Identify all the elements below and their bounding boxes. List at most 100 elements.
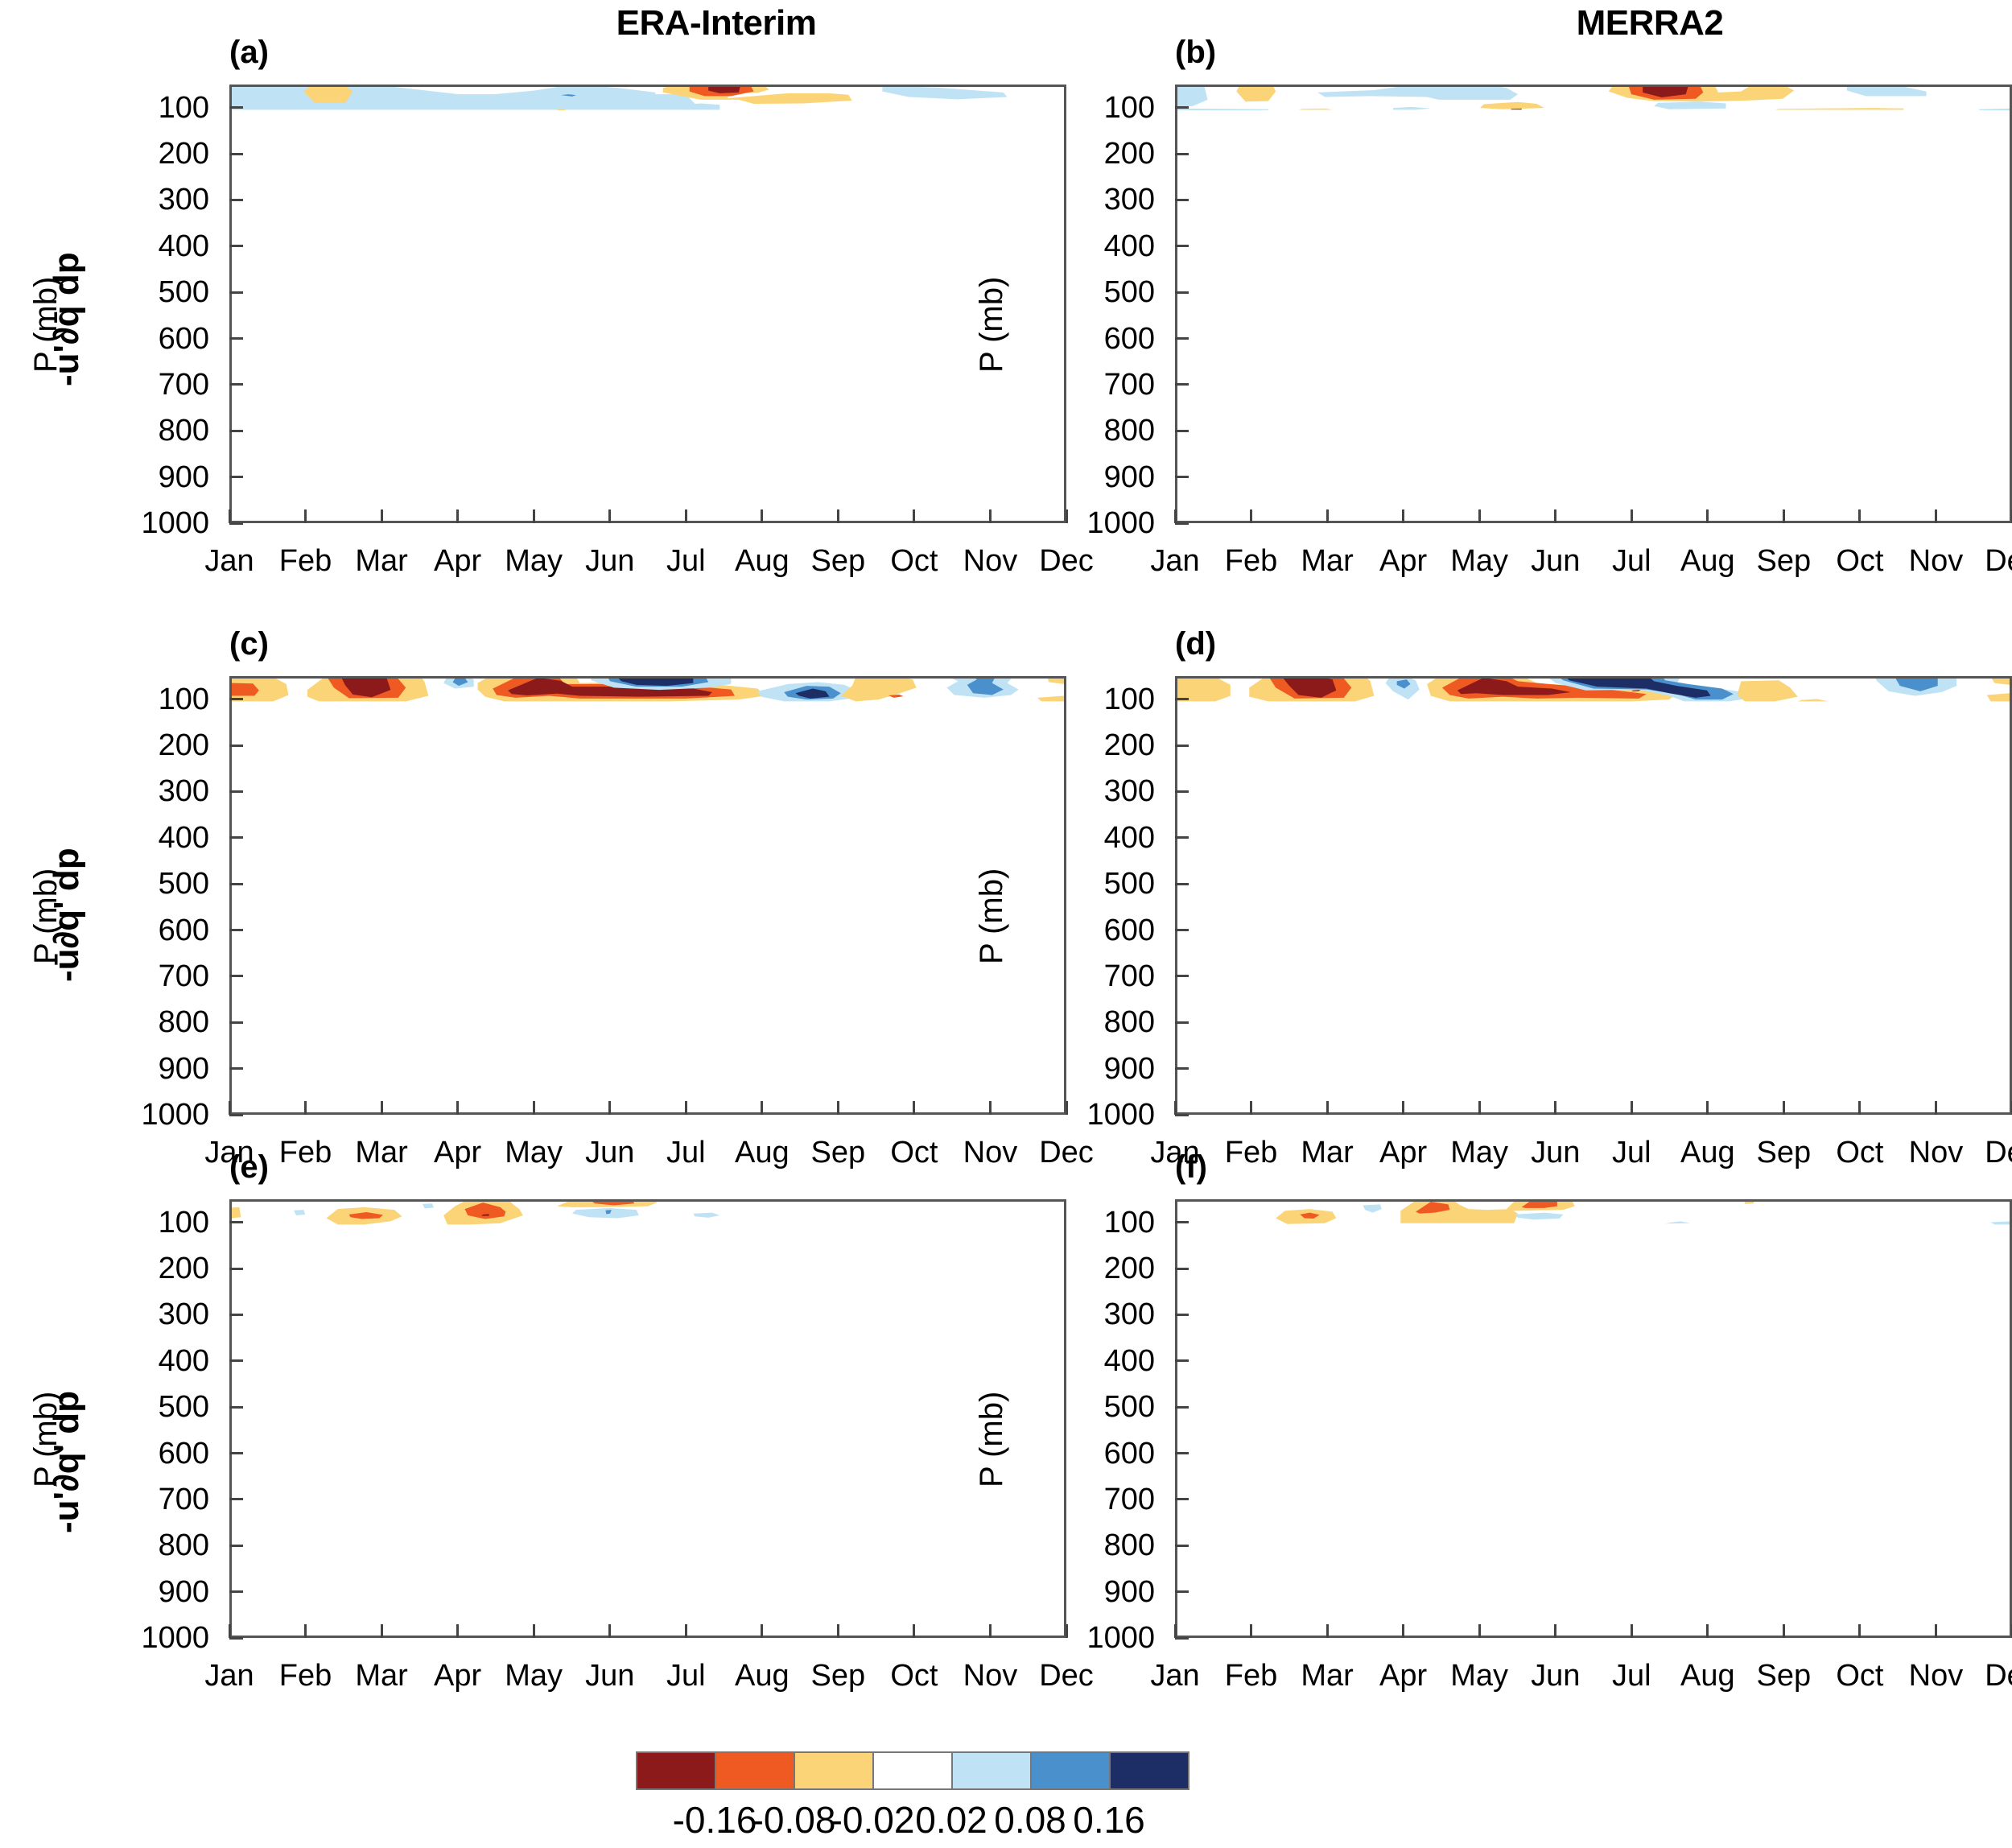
x-tick-label: Apr [434,1136,482,1169]
y-tick-mark [1175,1405,1189,1409]
contour-band-light-blue [422,1203,434,1209]
y-tick-label: 100 [1103,1205,1155,1240]
y-tick-mark [229,337,243,340]
x-tick-mark [456,1101,460,1115]
x-tick-label: Mar [1301,544,1354,578]
y-tick-mark [1175,1544,1189,1547]
contour-band-orange [1521,1202,1557,1208]
y-tick-mark [1175,291,1189,294]
y-tick-mark [1175,383,1189,386]
x-tick-label: Jan [1150,1136,1200,1169]
plot-area [1175,1199,2012,1638]
contour-band-light-orange [1737,680,1798,702]
y-tick-mark [229,975,243,978]
y-tick-label: 900 [1103,1574,1155,1609]
contour-band-mid-blue [1396,679,1411,689]
x-tick-mark [2010,509,2012,523]
x-tick-label: Apr [434,544,482,578]
x-tick-label: Jul [1611,1659,1651,1693]
x-tick-mark [1782,1624,1785,1638]
x-tick-mark [1173,1101,1177,1115]
y-axis-title: P (mb) [28,1391,64,1487]
contour-band-light-blue [1514,1212,1564,1220]
x-tick-label: Mar [1301,1659,1354,1693]
contour-band-light-orange [1037,695,1064,702]
contour-band-orange [592,1202,635,1206]
x-tick-label: Jan [1150,1659,1200,1693]
y-tick-mark [229,836,243,839]
x-tick-mark [1706,1101,1709,1115]
contour-band-light-orange [1177,679,1231,702]
y-tick-mark [229,744,243,747]
x-tick-label: Sep [1756,1659,1812,1693]
column-title-era-interim: ERA-Interim [616,3,817,43]
y-tick-label: 500 [1103,275,1155,310]
contour-band-light-blue [1363,1204,1382,1213]
y-tick-label: 500 [1103,867,1155,901]
x-tick-label: Oct [1836,1136,1884,1169]
x-tick-label: Sep [810,1659,866,1693]
x-tick-label: Oct [1836,544,1884,578]
y-axis-title: P (mb) [974,276,1009,373]
contour-band-mid-blue [967,679,1004,695]
x-tick-mark [1065,1624,1068,1638]
contour-band-mid-blue [560,94,576,97]
x-tick-label: Feb [1224,544,1278,578]
x-tick-label: Aug [735,544,790,578]
contour-band-orange [1300,1212,1320,1219]
x-tick-label: May [505,1659,563,1693]
y-tick-mark [1175,198,1189,201]
y-tick-label: 800 [1103,1005,1155,1040]
x-tick-mark [532,509,535,523]
x-tick-mark [684,1624,687,1638]
y-tick-mark [229,1113,243,1116]
y-tick-label: 1000 [141,506,209,540]
x-tick-label: May [1450,1136,1509,1169]
y-tick-label: 400 [1103,1343,1155,1378]
plot-area [1175,85,2012,523]
plot-area [229,676,1066,1115]
plot-area [229,85,1066,523]
y-tick-mark [229,383,243,386]
contour-band-dark-red [1643,87,1688,98]
contour-band-light-orange [1047,679,1064,684]
y-tick-mark [1175,1359,1189,1363]
panel-b: (b) 100 200 300 400 500 600 700 800 900 1000 P (mb)… [974,35,2012,576]
x-tick-mark [913,1624,916,1638]
y-tick-label: 100 [158,1205,209,1240]
x-tick-mark [1706,1624,1709,1638]
colorbar-band-3 [872,1753,951,1788]
x-tick-mark [1706,509,1709,523]
contour-band-light-orange [1298,108,1333,110]
x-tick-label: Oct [890,1659,938,1693]
x-tick-label: Nov [1908,1136,1964,1169]
contour-band-light-blue [882,87,1008,100]
y-tick-mark [229,106,243,109]
x-tick-mark [988,509,992,523]
y-tick-mark [1175,744,1189,747]
x-tick-mark [1065,1101,1068,1115]
y-tick-mark [229,152,243,155]
contour-band-dark-red [1631,690,1641,691]
contour-band-dark-red [708,87,740,93]
contour-band-light-orange [1986,693,2010,702]
x-tick-mark [1402,1624,1405,1638]
x-tick-mark [836,509,839,523]
y-tick-label: 200 [1103,728,1155,763]
x-tick-label: Jun [585,1136,635,1169]
colorbar-band-6 [1109,1753,1188,1788]
y-tick-mark [1175,106,1189,109]
colorbar-level-label: 0.08 [994,1799,1066,1841]
y-tick-mark [229,291,243,294]
x-tick-label: May [1450,1659,1509,1693]
contour-band-light-blue [1177,108,1268,110]
x-tick-mark [1554,509,1557,523]
colorbar-level-label: 0.16 [1073,1799,1145,1841]
y-tick-mark [1175,1113,1189,1116]
contour-band-light-blue [693,1212,720,1218]
y-tick-mark [1175,836,1189,839]
contour-band-dark-navy [1567,679,1711,698]
y-tick-mark [1175,790,1189,793]
x-tick-mark [761,1101,764,1115]
y-tick-mark [1175,882,1189,885]
